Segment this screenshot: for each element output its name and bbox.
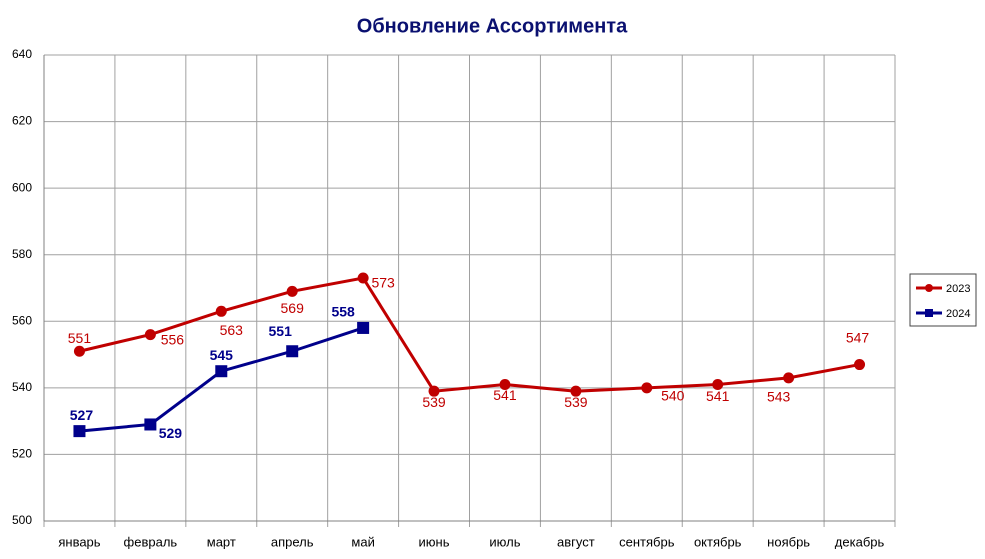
marker — [428, 385, 440, 397]
y-tick-label: 580 — [12, 247, 32, 261]
data-label: 527 — [70, 407, 94, 423]
y-tick-label: 540 — [12, 380, 32, 394]
x-tick-label: декабрь — [835, 534, 885, 549]
x-tick-label: октябрь — [694, 534, 742, 549]
chart-title: Обновление Ассортимента — [357, 15, 628, 37]
legend-marker — [925, 309, 933, 317]
data-label: 539 — [422, 394, 446, 410]
data-label: 556 — [161, 331, 185, 347]
x-tick-label: апрель — [271, 534, 314, 549]
data-label: 558 — [331, 304, 355, 320]
marker — [73, 345, 85, 357]
x-tick-label: август — [557, 534, 595, 549]
x-tick-label: ноябрь — [767, 534, 810, 549]
x-tick-label: июль — [489, 534, 520, 549]
data-label: 551 — [269, 323, 293, 339]
data-label: 569 — [281, 300, 305, 316]
marker — [357, 272, 369, 284]
legend-label: 2023 — [946, 283, 970, 295]
marker — [215, 365, 228, 378]
marker — [73, 425, 86, 438]
marker — [144, 418, 157, 431]
series-line — [79, 326, 364, 433]
x-tick-label: июнь — [419, 534, 450, 549]
x-tick-label: март — [207, 534, 236, 549]
data-label: 529 — [159, 425, 183, 441]
series-line — [79, 276, 860, 393]
y-tick-label: 620 — [12, 114, 32, 128]
data-label: 541 — [493, 387, 517, 403]
data-label: 563 — [220, 322, 244, 338]
legend-label: 2024 — [946, 308, 970, 320]
data-label: 541 — [706, 388, 730, 404]
data-label: 551 — [68, 330, 92, 346]
marker — [499, 379, 511, 391]
data-label: 539 — [564, 394, 588, 410]
marker — [783, 372, 795, 384]
x-tick-label: февраль — [124, 534, 178, 549]
y-tick-label: 640 — [12, 47, 32, 61]
marker — [712, 379, 724, 391]
y-tick-label: 600 — [12, 180, 32, 194]
data-label: 543 — [767, 389, 791, 405]
legend-box — [909, 273, 977, 327]
x-tick-label: май — [351, 534, 374, 549]
x-tick-label: сентябрь — [619, 534, 675, 549]
marker — [144, 329, 156, 341]
marker — [286, 285, 298, 297]
data-label: 573 — [371, 275, 395, 291]
data-label: 547 — [846, 329, 870, 345]
marker — [357, 321, 370, 334]
y-tick-label: 500 — [12, 513, 32, 527]
marker — [286, 345, 299, 358]
y-tick-label: 520 — [12, 447, 32, 461]
marker — [570, 385, 582, 397]
marker — [641, 382, 653, 394]
data-label: 540 — [661, 388, 685, 404]
marker — [215, 305, 227, 317]
legend-marker — [925, 284, 933, 292]
marker — [854, 359, 866, 371]
y-tick-label: 560 — [12, 313, 32, 327]
x-tick-label: январь — [58, 534, 100, 549]
data-label: 545 — [210, 347, 234, 363]
